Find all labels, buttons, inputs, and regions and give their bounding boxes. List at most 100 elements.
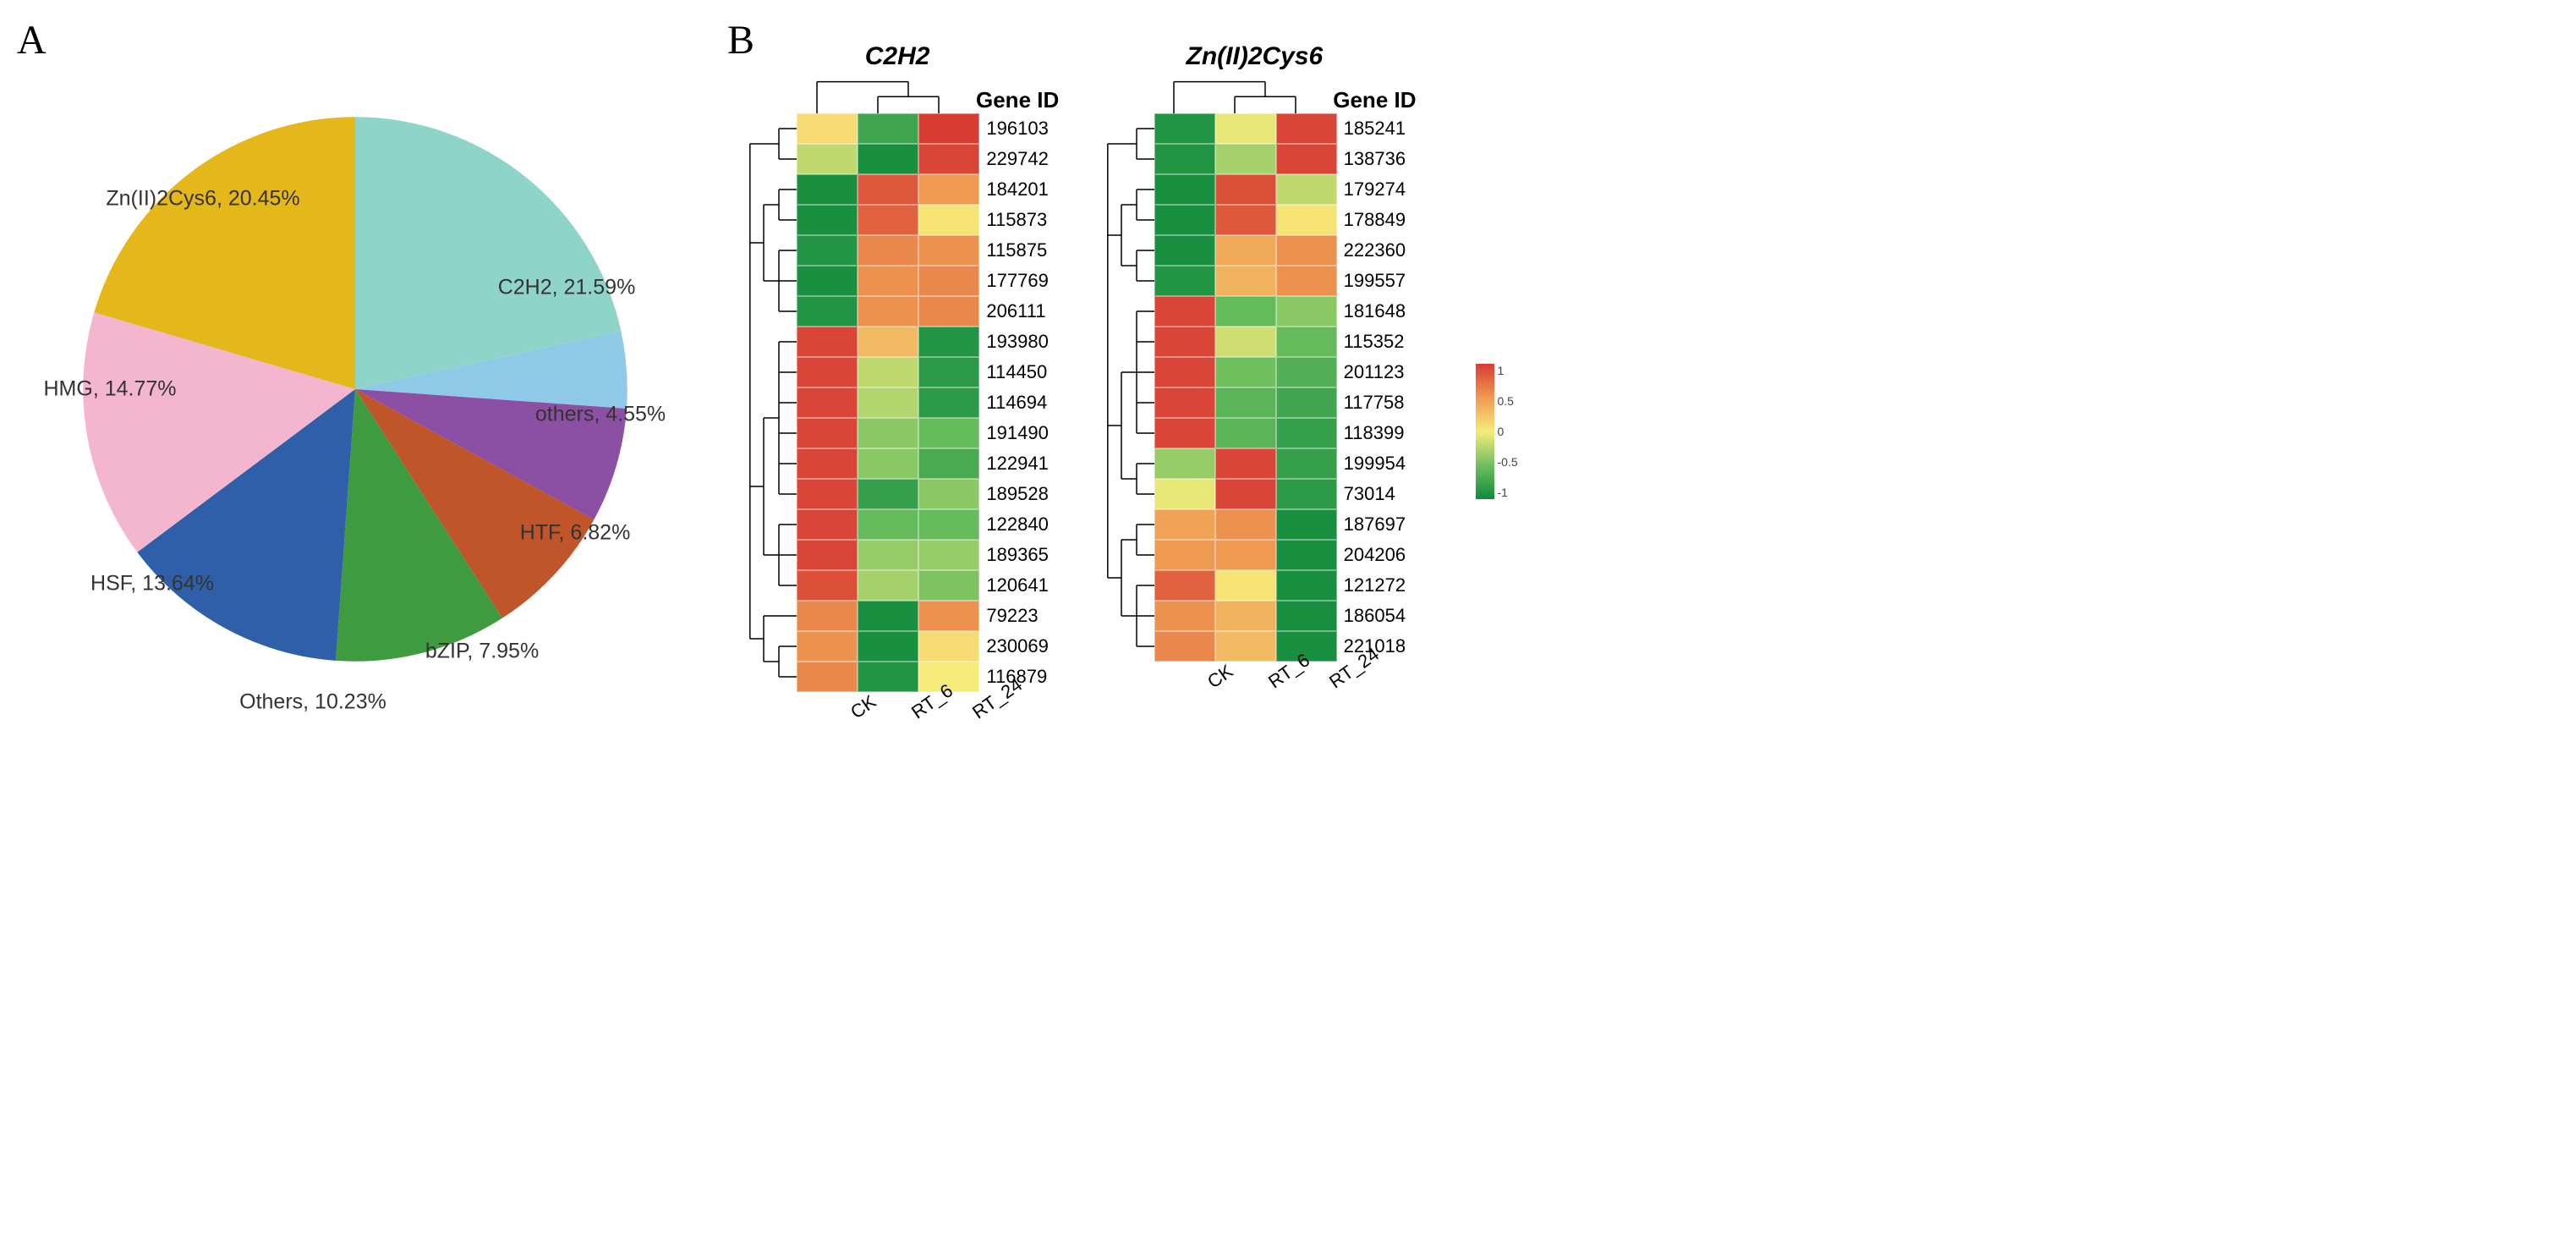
row-label: 138736 <box>1344 144 1406 174</box>
panel-b-label: B <box>727 17 754 63</box>
panel-a: A C2H2, 21.59%others, 4.55%HTF, 6.82%bZI… <box>25 25 685 719</box>
heatmap-cell <box>1154 113 1215 144</box>
heatmap-cell <box>1154 205 1215 235</box>
heatmap-cell <box>797 327 858 357</box>
legend-tick: 1 <box>1498 364 1518 377</box>
row-label: 199557 <box>1344 266 1406 296</box>
heatmap-cell <box>918 113 979 144</box>
heatmap-cell <box>1215 418 1276 448</box>
heatmap-cell <box>797 631 858 662</box>
heatmap-cell <box>1154 296 1215 327</box>
heatmap-cell <box>797 357 858 387</box>
heatmap-cell <box>797 509 858 540</box>
pie-chart: C2H2, 21.59% others, 4.55% HTF, 6.82% bZIP,… <box>25 59 685 719</box>
heatmap-cell <box>918 327 979 357</box>
row-label: 115352 <box>1344 327 1406 357</box>
heatmap-cell <box>1215 509 1276 540</box>
heatmap-cell <box>797 662 858 692</box>
heatmap-cell <box>1276 509 1337 540</box>
heatmap-cell <box>858 205 918 235</box>
heatmap-cell <box>797 540 858 570</box>
heatmap-cell <box>1215 296 1276 327</box>
row-label: 193980 <box>986 327 1048 357</box>
col-dendrogram <box>787 76 969 113</box>
heatmap-cell <box>797 113 858 144</box>
row-label: 177769 <box>986 266 1048 296</box>
heatmap-Zn(II)2Cys6: Zn(II)2Cys6Gene ID1852411387361792741788… <box>1093 42 1416 709</box>
heatmap-cell <box>1154 570 1215 601</box>
heatmap-cell <box>858 266 918 296</box>
heatmap-cell <box>1276 205 1337 235</box>
pie-label-bZIP: bZIP, 7.95% <box>425 640 539 664</box>
row-labels: 1852411387361792741788492223601995571816… <box>1344 113 1406 662</box>
heatmap-grid <box>1154 113 1337 662</box>
row-label: 79223 <box>986 601 1048 631</box>
heatmap-cell <box>1276 448 1337 479</box>
heatmap-cell <box>1154 174 1215 205</box>
heatmap-cell <box>1215 205 1276 235</box>
pie-label-HTF: HTF, 6.82% <box>520 521 631 546</box>
pie-label-HMG: HMG, 14.77% <box>43 377 176 402</box>
heatmap-cell <box>797 601 858 631</box>
row-label: 73014 <box>1344 479 1406 509</box>
pie-label-C2H2: C2H2, 21.59% <box>498 276 636 300</box>
panel-b: B C2H2Gene ID196103229742184201115873115… <box>736 25 1417 739</box>
row-label: 199954 <box>1344 448 1406 479</box>
heatmap-cell <box>918 479 979 509</box>
heatmap-cell <box>1215 357 1276 387</box>
row-label: 122941 <box>986 448 1048 479</box>
row-label: 179274 <box>1344 174 1406 205</box>
geneid-header: Gene ID <box>976 87 1059 113</box>
col-labels: CKRT_6RT_24 <box>1188 667 1371 709</box>
heatmap-cell <box>918 205 979 235</box>
pie-label-others_sm: others, 4.55% <box>535 403 666 427</box>
heatmap-cell <box>918 448 979 479</box>
heatmap-cell <box>797 387 858 418</box>
row-label: 121272 <box>1344 570 1406 601</box>
row-label: 184201 <box>986 174 1048 205</box>
heatmap-cell <box>1276 357 1337 387</box>
heatmap-cell <box>1154 235 1215 266</box>
heatmap-cell <box>1215 540 1276 570</box>
row-label: 196103 <box>986 113 1048 144</box>
heatmap-cell <box>858 144 918 174</box>
heatmap-cell <box>918 631 979 662</box>
heatmap-cell <box>858 570 918 601</box>
heatmap-cell <box>1154 479 1215 509</box>
heatmap-cell <box>1276 387 1337 418</box>
heatmap-cell <box>1276 113 1337 144</box>
heatmap-cell <box>858 327 918 357</box>
pie-label-Zn(II)2Cys6: Zn(II)2Cys6, 20.45% <box>106 187 299 211</box>
legend-gradient <box>1476 364 1494 499</box>
col-dendrogram <box>1143 76 1326 113</box>
heatmap-cell <box>858 387 918 418</box>
heatmap-cell <box>1154 266 1215 296</box>
heatmap-cell <box>1215 601 1276 631</box>
heatmap-cell <box>918 357 979 387</box>
heatmap-cell <box>1154 144 1215 174</box>
heatmap-cell <box>1276 327 1337 357</box>
heatmap-cell <box>797 266 858 296</box>
row-label: 120641 <box>986 570 1048 601</box>
panel-a-label: A <box>17 17 47 63</box>
legend-ticks: 10.50-0.5-1 <box>1498 364 1518 499</box>
heatmap-cell <box>1215 144 1276 174</box>
heatmap-cell <box>797 570 858 601</box>
heatmap-cell <box>1215 387 1276 418</box>
heatmap-cell <box>918 570 979 601</box>
heatmap-cell <box>797 174 858 205</box>
col-label: CK <box>1203 660 1237 693</box>
row-label: 230069 <box>986 631 1048 662</box>
heatmap-cell <box>858 174 918 205</box>
heatmap-cell <box>858 631 918 662</box>
col-label: CK <box>847 690 880 723</box>
heatmap-cell <box>918 601 979 631</box>
heatmap-cell <box>858 113 918 144</box>
heatmap-cell <box>858 601 918 631</box>
row-label: 118399 <box>1344 418 1406 448</box>
heatmap-cell <box>1154 357 1215 387</box>
heatmap-cell <box>918 174 979 205</box>
legend-tick: 0.5 <box>1498 394 1518 408</box>
row-label: 204206 <box>1344 540 1406 570</box>
heatmap-cell <box>1215 174 1276 205</box>
